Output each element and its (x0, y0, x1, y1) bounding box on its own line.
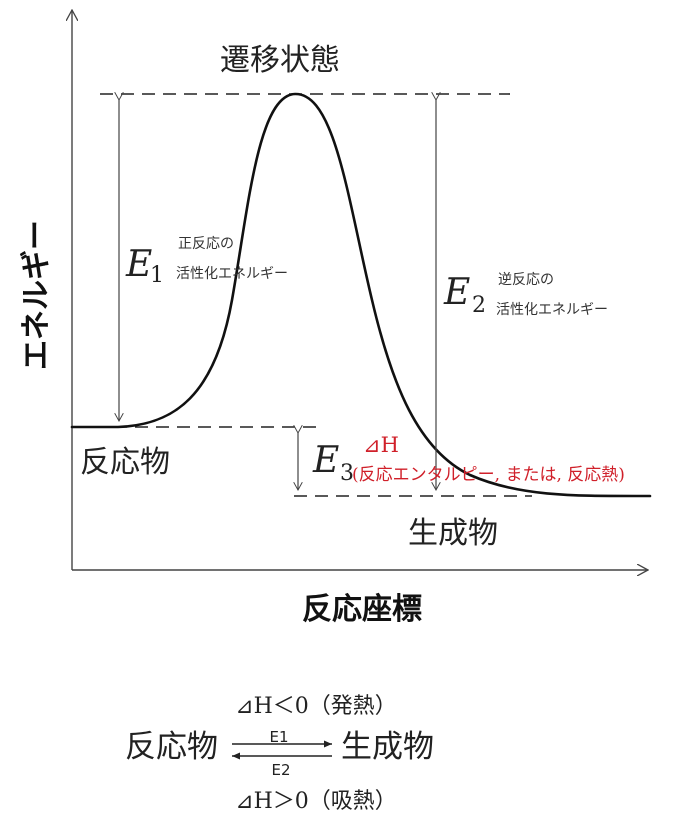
forward-label: E1 (269, 728, 288, 746)
svg-text:E: E (312, 440, 339, 481)
svg-text:3: 3 (340, 461, 354, 486)
svg-text:E: E (125, 244, 152, 285)
energy-curve (70, 92, 652, 498)
e1-note-line2: 活性化エネルギー (176, 266, 288, 282)
e2-note-line1: 逆反応の (498, 272, 554, 288)
exothermic-label: ⊿H＜0（発熱） (235, 694, 397, 719)
equation-reactant: 反応物 (125, 729, 218, 765)
equation-product: 生成物 (341, 729, 434, 765)
e1-label: E 1 (125, 244, 164, 288)
svg-text:2: 2 (472, 293, 486, 318)
e2-label: E 2 (443, 272, 486, 318)
transition-state-label: 遷移状態 (220, 43, 340, 78)
product-label: 生成物 (408, 516, 498, 551)
delta-h-note: (反応エンタルピー, または, 反応熱) (352, 465, 625, 485)
svg-text:E: E (443, 272, 470, 313)
reactant-label: 反応物 (80, 445, 170, 480)
svg-text:1: 1 (150, 263, 164, 288)
endothermic-label: ⊿H＞0（吸熱） (235, 789, 397, 814)
delta-h-label: ⊿H (363, 433, 399, 457)
e3-label: E 3 (312, 440, 354, 486)
x-axis-label: 反応座標 (302, 592, 422, 627)
y-axis-label: エネルギー (19, 220, 54, 370)
e2-note-line2: 活性化エネルギー (496, 302, 608, 318)
e1-note-line1: 正反応の (178, 236, 234, 252)
reverse-label: E2 (271, 761, 290, 779)
